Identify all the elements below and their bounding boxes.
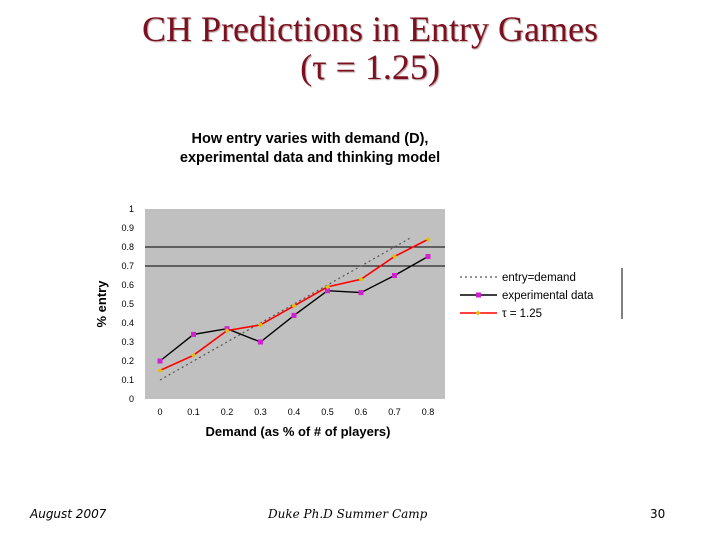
y-tick-label: 1 <box>129 204 134 214</box>
x-tick-label: 0.5 <box>321 407 334 417</box>
x-tick-label: 0.8 <box>422 407 435 417</box>
slide-title: CH Predictions in Entry Games (τ = 1.25) <box>0 10 720 86</box>
plot-area <box>145 209 445 399</box>
legend: entry=demand experimental data τ = 1.25 <box>460 268 623 320</box>
data-point <box>358 290 364 296</box>
x-tick-label: 0.1 <box>187 407 200 417</box>
y-tick-label: 0.7 <box>121 261 134 271</box>
data-point <box>291 312 297 318</box>
x-axis-label: Demand (as % of # of players) <box>206 424 391 439</box>
legend-marker <box>475 310 481 316</box>
y-tick-label: 0.3 <box>121 337 134 347</box>
data-point <box>191 352 196 358</box>
x-tick-label: 0.2 <box>221 407 234 417</box>
footer-date: August 2007 <box>30 507 107 521</box>
x-tick-label: 0.3 <box>254 407 267 417</box>
data-point <box>425 254 431 259</box>
plot-background <box>145 209 445 399</box>
data-point <box>325 284 330 290</box>
slide-title-line2: (τ = 1.25) <box>300 47 440 87</box>
data-point <box>191 331 196 337</box>
data-point <box>392 254 397 259</box>
legend-marker <box>476 292 481 298</box>
legend-label: τ = 1.25 <box>502 308 542 320</box>
x-tick-label: 0.7 <box>388 407 401 417</box>
tick-labels: 0 0.1 0.2 0.3 0.4 0.5 0.6 0.7 0.8 0.9 1 0 0.1 0.2 0.3 0… <box>121 204 434 417</box>
data-point <box>425 236 431 242</box>
legend-label: experimental data <box>502 290 594 302</box>
y-tick-label: 0.5 <box>121 299 134 309</box>
page-number: 30 <box>650 507 666 521</box>
legend-label: entry=demand <box>502 272 576 284</box>
chart-title-line2: experimental data and thinking model <box>179 150 441 166</box>
y-tick-label: 0.8 <box>121 242 134 252</box>
data-point <box>224 328 230 334</box>
y-tick-label: 0 <box>129 394 134 404</box>
data-point <box>258 322 263 328</box>
slide-title-line1: CH Predictions in Entry Games <box>142 9 598 49</box>
y-axis-label: % entry <box>94 280 109 328</box>
x-tick-label: 0.6 <box>355 407 368 417</box>
x-tick-label: 0 <box>157 407 162 417</box>
y-tick-label: 0.6 <box>121 280 134 290</box>
chart-title-line1: How entry varies with demand (D), <box>191 131 429 147</box>
data-point <box>325 288 330 294</box>
y-tick-label: 0.1 <box>121 375 134 385</box>
chart-title: How entry varies with demand (D), experi… <box>100 130 520 168</box>
footer-event: Duke Ph.D Summer Camp <box>268 507 428 521</box>
y-tick-label: 0.4 <box>121 318 134 328</box>
series-layer <box>157 236 431 381</box>
data-point <box>258 339 263 345</box>
series-line <box>159 236 412 381</box>
data-point <box>392 273 397 278</box>
y-tick-label: 0.9 <box>121 223 134 233</box>
data-point <box>358 276 364 282</box>
y-tick-label: 0.2 <box>121 356 134 366</box>
x-tick-label: 0.4 <box>288 407 301 417</box>
data-point <box>157 358 163 364</box>
data-point <box>157 368 163 373</box>
data-point <box>291 303 297 309</box>
